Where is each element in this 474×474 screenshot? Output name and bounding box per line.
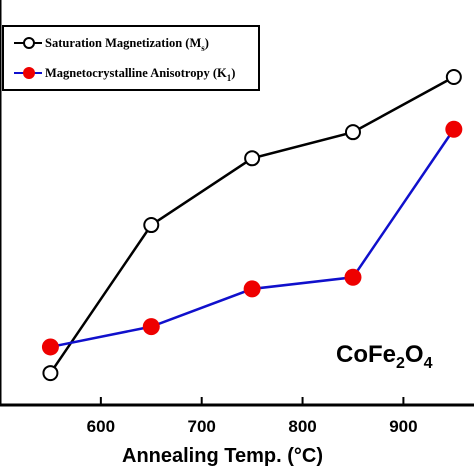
annotation-part-4: 4 [424, 355, 433, 372]
legend-label-series-1: Saturation Magnetization (Ms) [45, 36, 209, 53]
legend-box [2, 25, 260, 91]
compound-annotation: CoFe2O4 [336, 341, 433, 372]
series-1-point-5 [445, 69, 462, 86]
series-1-point-3 [244, 150, 261, 167]
x-tick-label: 800 [288, 417, 316, 436]
series-1-point-4 [344, 124, 361, 141]
series-1-line [49, 75, 455, 374]
x-tick-label: 900 [389, 417, 417, 436]
x-axis-title: Annealing Temp. (°C) [122, 445, 323, 467]
series-2-point-2 [142, 318, 160, 336]
x-tick-label: 700 [188, 417, 216, 436]
legend-symbol-series-2: K [217, 66, 227, 80]
series-2-point-1 [41, 338, 59, 356]
plot-frame [0, 0, 474, 407]
legend-name-series-1: Saturation Magnetization [45, 36, 182, 50]
annotation-part-3: O [405, 341, 424, 368]
x-tick-label: 600 [87, 417, 115, 436]
series-layer [41, 69, 463, 382]
series-2-point-5 [445, 120, 463, 138]
legend: Saturation Magnetization (Ms) Magnetocry… [2, 25, 260, 91]
x-ticks: 600 700 800 900 [87, 397, 418, 436]
legend-marker-series-1 [23, 37, 35, 49]
series-2-point-3 [243, 280, 261, 298]
x-axis-label: Annealing Temp. [122, 445, 282, 467]
annotation-part-1: CoFe [336, 341, 396, 368]
legend-marker-series-2 [23, 67, 35, 79]
legend-name-series-2: Magnetocrystalline Anisotropy [45, 66, 210, 80]
x-axis-unit: °C [294, 445, 316, 467]
series-2-point-4 [344, 268, 362, 286]
legend-subscript-series-1: s [201, 43, 205, 53]
legend-subscript-series-2: 1 [227, 73, 232, 83]
legend-label-series-2: Magnetocrystalline Anisotropy (K1) [45, 66, 235, 83]
series-1-point-1 [42, 365, 59, 382]
legend-symbol-series-1: M [189, 36, 201, 50]
series-1-point-2 [143, 217, 160, 234]
annotation-part-2: 2 [396, 355, 405, 372]
